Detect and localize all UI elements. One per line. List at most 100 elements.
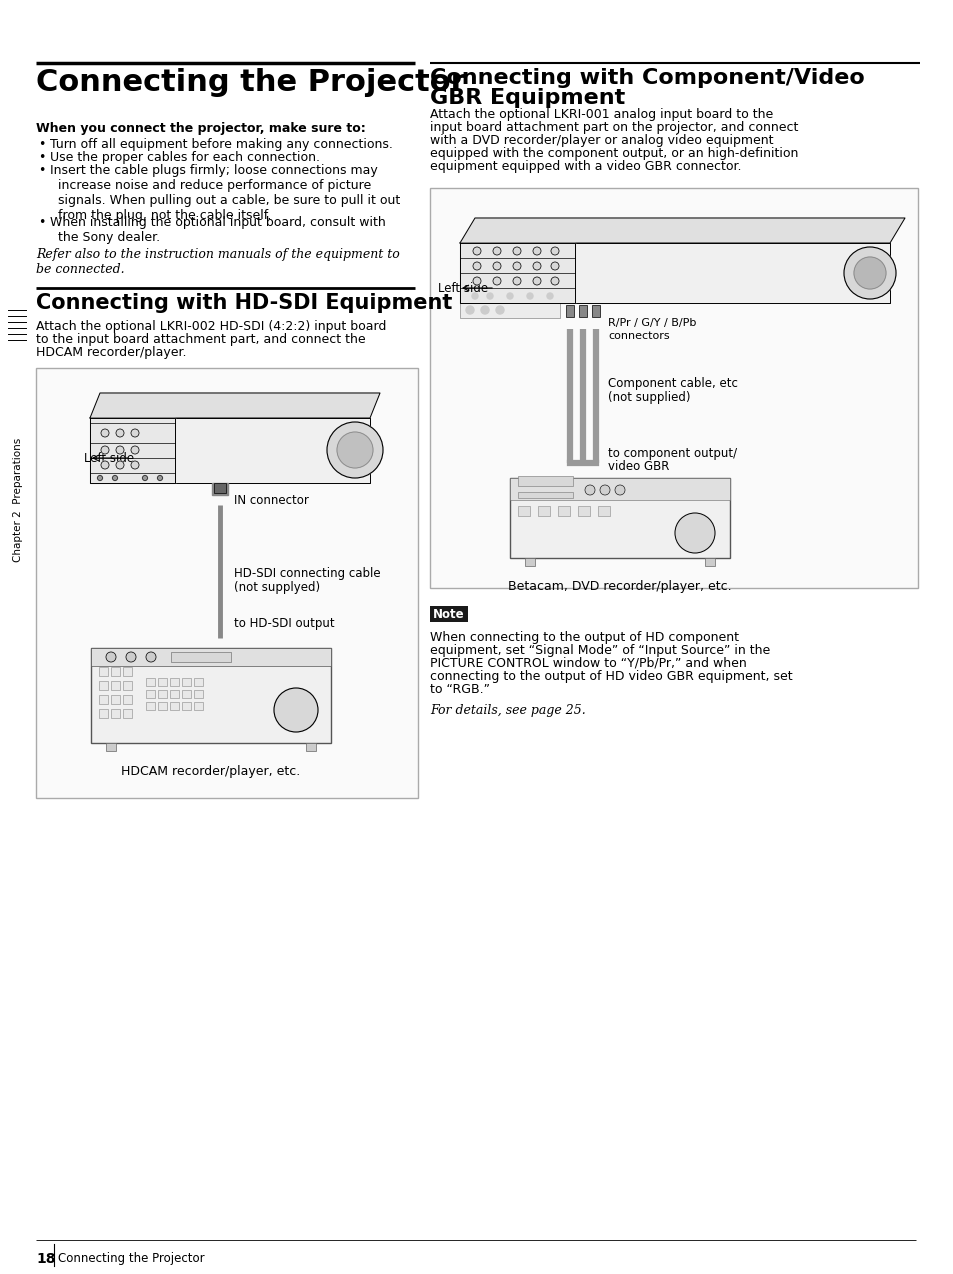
Circle shape [97,475,102,480]
Text: IN connector: IN connector [233,493,309,507]
Bar [146,702,154,710]
Polygon shape [90,418,174,483]
Bar [510,478,729,499]
Text: (not supplied): (not supplied) [607,391,690,404]
Bar [111,696,120,705]
Bar [517,476,573,485]
Bar [91,648,331,743]
Text: For details, see page 25.: For details, see page 25. [430,705,585,717]
Text: equipped with the component output, or an high-definition: equipped with the component output, or a… [430,147,798,161]
Text: Refer also to the instruction manuals of the equipment to
be connected.: Refer also to the instruction manuals of… [36,248,399,276]
Text: Connecting the Projector: Connecting the Projector [58,1252,204,1265]
Bar [36,368,417,798]
Text: Use the proper cables for each connection.: Use the proper cables for each connectio… [50,152,319,164]
Bar [123,710,132,719]
Circle shape [473,276,480,285]
Polygon shape [90,392,379,418]
Bar [212,483,228,496]
Circle shape [131,446,139,454]
Bar [99,668,108,676]
Circle shape [116,429,124,437]
Bar [99,682,108,691]
Text: Connecting with Component/Video: Connecting with Component/Video [430,68,863,88]
Bar [106,743,116,750]
Circle shape [493,276,500,285]
Circle shape [486,293,493,299]
Text: 18: 18 [36,1252,55,1266]
Text: to component output/: to component output/ [607,446,737,460]
Circle shape [336,432,373,468]
Bar [111,710,120,719]
Text: Attach the optional LKRI-001 analog input board to the: Attach the optional LKRI-001 analog inpu… [430,108,773,121]
Circle shape [853,257,885,289]
Bar [158,678,167,685]
Circle shape [131,429,139,437]
Bar [578,304,586,317]
Bar [558,506,569,516]
Circle shape [101,429,109,437]
Circle shape [126,652,136,662]
Text: Connecting the Projector: Connecting the Projector [36,68,465,97]
Text: to “RGB.”: to “RGB.” [430,683,490,696]
Text: HDCAM recorder/player.: HDCAM recorder/player. [36,347,186,359]
Circle shape [551,247,558,255]
Text: •: • [38,152,46,164]
Polygon shape [459,243,575,303]
Bar [171,652,231,662]
Circle shape [465,306,474,313]
Bar [170,702,179,710]
Circle shape [480,306,489,313]
Text: equipment equipped with a video GBR connector.: equipment equipped with a video GBR conn… [430,161,740,173]
Text: Turn off all equipment before making any connections.: Turn off all equipment before making any… [50,138,393,152]
Bar [430,189,917,589]
Bar [182,678,191,685]
Circle shape [546,293,553,299]
Circle shape [506,293,513,299]
Circle shape [496,306,503,313]
Text: GBR Equipment: GBR Equipment [430,88,624,108]
Text: PICTURE CONTROL window to “Y/Pb/Pr,” and when: PICTURE CONTROL window to “Y/Pb/Pr,” and… [430,657,746,670]
Text: with a DVD recorder/player or analog video equipment: with a DVD recorder/player or analog vid… [430,134,773,147]
Circle shape [513,247,520,255]
Circle shape [116,446,124,454]
Circle shape [116,461,124,469]
Bar [170,691,179,698]
Circle shape [101,446,109,454]
Circle shape [327,422,382,478]
Circle shape [473,247,480,255]
Text: connectors: connectors [607,331,669,341]
Bar [123,696,132,705]
Text: Note: Note [433,608,464,620]
Bar [158,691,167,698]
Text: Left side: Left side [84,451,134,465]
Circle shape [112,475,117,480]
Polygon shape [459,243,889,303]
Circle shape [533,247,540,255]
Bar [213,483,226,493]
Text: When connecting to the output of HD component: When connecting to the output of HD comp… [430,631,739,643]
Text: to the input board attachment part, and connect the: to the input board attachment part, and … [36,333,365,347]
Circle shape [101,461,109,469]
Circle shape [551,262,558,270]
Circle shape [157,475,162,480]
Text: equipment, set “Signal Mode” of “Input Source” in the: equipment, set “Signal Mode” of “Input S… [430,643,769,657]
Text: HDCAM recorder/player, etc.: HDCAM recorder/player, etc. [121,764,300,778]
Bar [592,304,599,317]
Text: When you connect the projector, make sure to:: When you connect the projector, make sur… [36,122,365,135]
Bar [193,678,203,685]
Bar [146,691,154,698]
Text: R/Pr / G/Y / B/Pb: R/Pr / G/Y / B/Pb [607,318,696,327]
Bar [170,678,179,685]
Text: connecting to the output of HD video GBR equipment, set: connecting to the output of HD video GBR… [430,670,792,683]
Bar [182,691,191,698]
Polygon shape [459,218,904,243]
Text: •: • [38,164,46,177]
Text: video GBR: video GBR [607,460,669,474]
Bar [459,303,559,318]
Bar [517,492,573,498]
Text: •: • [38,217,46,229]
Text: Insert the cable plugs firmly; loose connections may
  increase noise and reduce: Insert the cable plugs firmly; loose con… [50,164,400,222]
Circle shape [142,475,148,480]
Text: •: • [38,138,46,152]
Bar [182,702,191,710]
